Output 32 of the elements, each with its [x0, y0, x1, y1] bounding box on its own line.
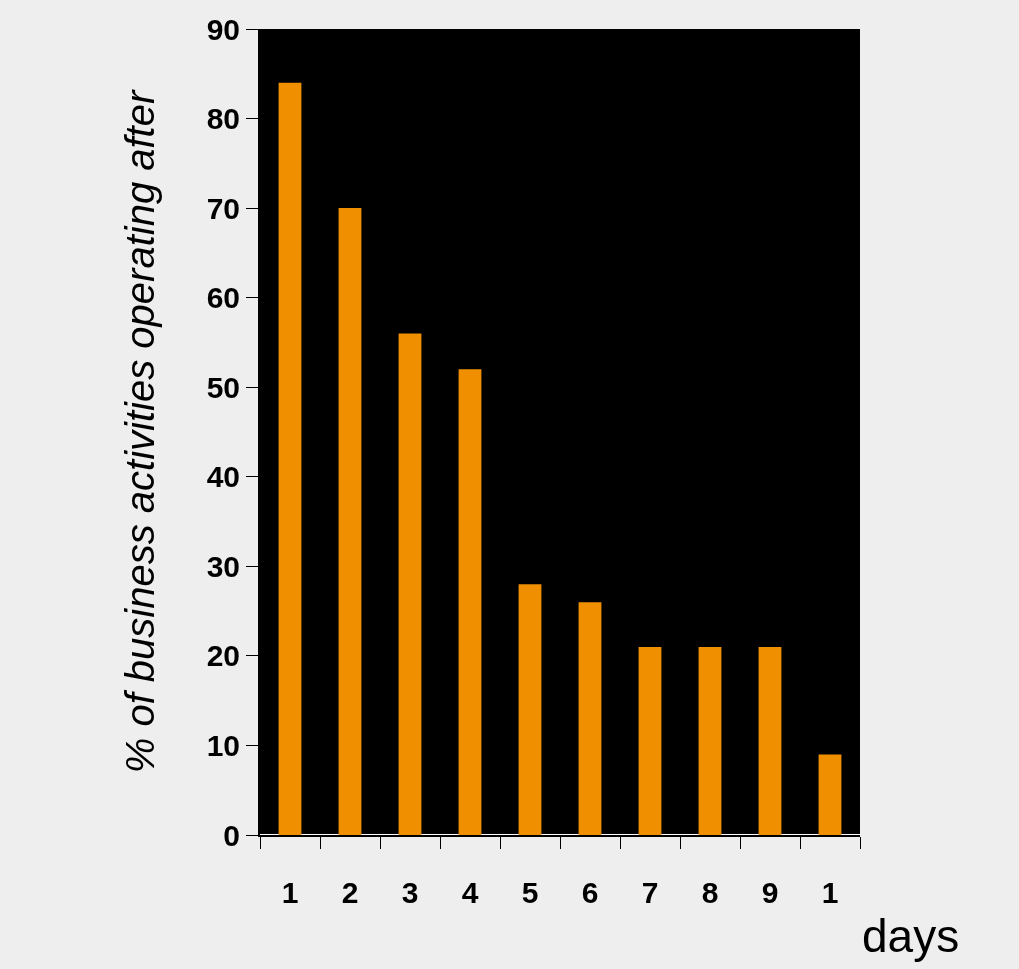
y-tick-label: 70 [206, 191, 240, 225]
bar [338, 208, 362, 835]
y-tick-label: 90 [206, 12, 240, 46]
y-tick-label: 0 [223, 818, 240, 852]
bar [698, 646, 722, 835]
bar [518, 584, 542, 835]
x-tick-label: 5 [521, 876, 539, 909]
bar [578, 602, 602, 835]
x-tick-label: 3 [401, 876, 419, 909]
y-tick-label: 30 [206, 549, 240, 583]
bar [398, 333, 422, 835]
y-tick-label: 20 [206, 639, 240, 673]
x-tick-label: 8 [701, 876, 719, 909]
bar [638, 646, 662, 835]
bar [758, 646, 782, 835]
bar [458, 369, 482, 835]
bar [818, 754, 842, 835]
y-axis-title: % of business activities operating after [117, 89, 162, 774]
x-tick-label: 4 [461, 876, 479, 909]
y-tick-label: 50 [206, 370, 240, 404]
y-tick-label: 40 [206, 460, 240, 494]
x-tick-label: 6 [581, 876, 599, 909]
x-axis-title: days [862, 910, 960, 962]
y-tick-label: 60 [206, 281, 240, 315]
x-tick-label: 9 [761, 876, 779, 909]
x-tick-label: 7 [641, 876, 659, 909]
y-tick-label: 80 [206, 102, 240, 136]
x-tick-label: 1 [281, 876, 299, 909]
x-tick-label: 2 [341, 876, 359, 909]
y-tick-label: 10 [206, 728, 240, 762]
x-tick-label: 1 [821, 876, 839, 909]
bar [278, 82, 302, 835]
